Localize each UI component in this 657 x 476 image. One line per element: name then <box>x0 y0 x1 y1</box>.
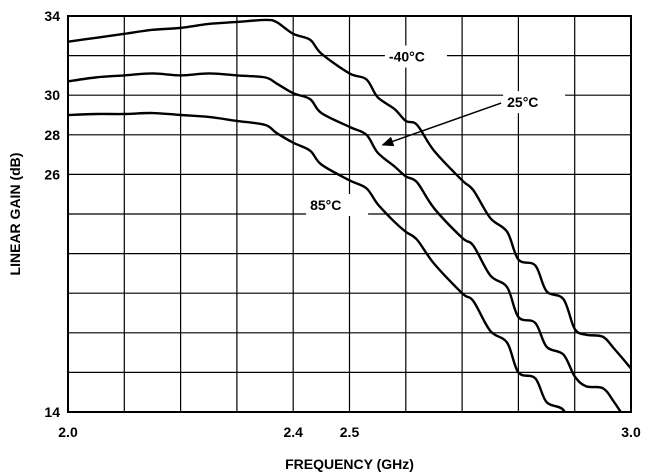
curve-label-0: -40°C <box>389 49 425 65</box>
series-line-1 <box>68 72 623 412</box>
curve-annotations: -40°C 25°C 85°C <box>306 45 566 217</box>
chart-grid <box>68 16 631 412</box>
series-line-0 <box>68 18 631 370</box>
y-tick-label: 34 <box>44 8 60 24</box>
curve-label-1: 25°C <box>507 94 538 110</box>
tick-labels: 2.0 2.4 2.5 3.0 34 30 28 26 14 <box>44 8 641 440</box>
x-tick-label: 2.5 <box>340 424 360 440</box>
annotation-backdrop <box>306 194 369 217</box>
annotation-arrow <box>381 102 502 147</box>
annotation-backdrop <box>384 45 447 68</box>
x-tick-label: 2.4 <box>283 424 303 440</box>
y-tick-label: 26 <box>44 166 60 182</box>
annotation-backdrop <box>503 91 566 114</box>
y-tick-label: 14 <box>44 404 60 420</box>
x-axis-label: FREQUENCY (GHz) <box>285 456 414 472</box>
y-tick-label: 30 <box>44 87 60 103</box>
y-tick-label: 28 <box>44 127 60 143</box>
x-tick-label: 2.0 <box>58 424 78 440</box>
series-layer <box>68 18 631 412</box>
plot-frame <box>67 15 632 413</box>
y-axis-label: LINEAR GAIN (dB) <box>7 153 23 276</box>
curve-label-2: 85°C <box>310 197 341 213</box>
x-tick-label: 3.0 <box>621 424 641 440</box>
series-line-2 <box>68 111 567 412</box>
